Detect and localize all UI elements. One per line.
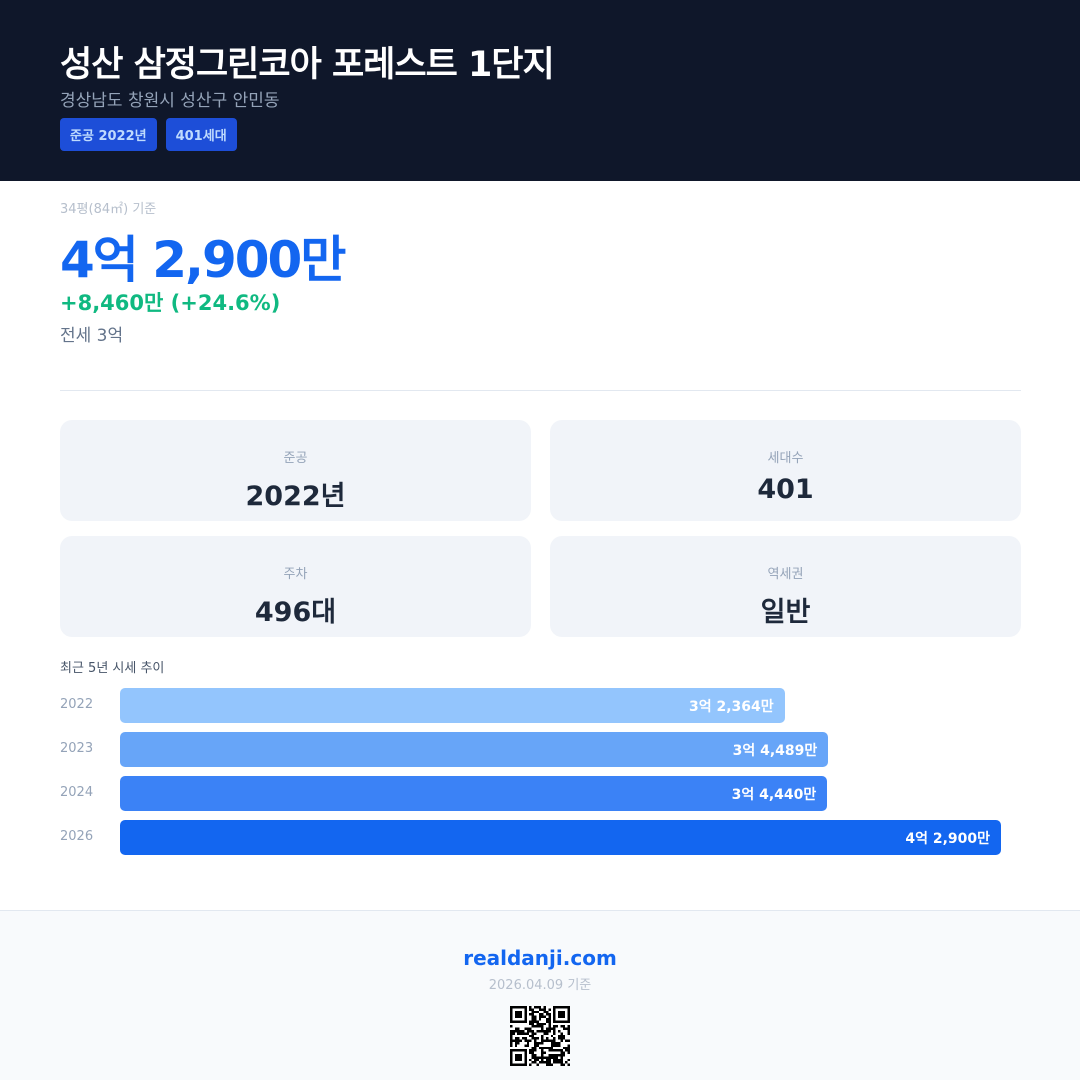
bar: 3억 4,489만 <box>120 732 829 767</box>
site-link[interactable]: realdanji.com <box>463 946 617 970</box>
bar-row: 2023 3억 4,489만 <box>60 732 1020 767</box>
badge-households: 401세대 <box>165 118 237 151</box>
qr-code-icon <box>510 1006 570 1066</box>
bar-label: 3억 2,364만 <box>688 699 774 715</box>
bar-year: 2026 <box>60 829 94 844</box>
bar-row: 2026 4억 2,900만 <box>60 820 1020 855</box>
header: 성산 삼정그린코아 포레스트 1단지 경상남도 창원시 성산구 안민동 준공 2… <box>0 0 1080 181</box>
bar-label: 3억 4,440만 <box>731 787 817 803</box>
card-built: 준공 2022년 <box>60 420 531 521</box>
footer: realdanji.com 2026.04.09 기준 <box>0 910 1080 1080</box>
divider <box>60 390 1021 391</box>
card-value: 2022년 <box>245 481 346 512</box>
card-households: 세대수 401 <box>550 420 1021 521</box>
bar: 3억 2,364만 <box>120 688 785 723</box>
price-change: +8,460만 (+24.6%) <box>60 291 281 315</box>
card-value: 401 <box>757 474 814 505</box>
price-value: 4억 2,900만 <box>60 231 346 289</box>
card-value: 일반 <box>760 597 811 628</box>
price-basis: 34평(84㎡) 기준 <box>60 202 157 217</box>
bar-label: 4억 2,900만 <box>905 831 990 847</box>
bar-label: 3억 4,489만 <box>732 743 818 759</box>
bar-year: 2022 <box>60 697 94 712</box>
card-label: 세대수 <box>767 451 804 466</box>
address: 경상남도 창원시 성산구 안민동 <box>60 91 280 111</box>
badge-built-year: 준공 2022년 <box>60 118 157 151</box>
complex-title: 성산 삼정그린코아 포레스트 1단지 <box>60 45 555 85</box>
card-parking: 주차 496대 <box>60 536 531 637</box>
bar: 4억 2,900만 <box>120 820 1001 855</box>
bar-row: 2024 3억 4,440만 <box>60 776 1020 811</box>
card-label: 준공 <box>283 451 308 466</box>
data-date: 2026.04.09 기준 <box>488 978 592 993</box>
bar-year: 2024 <box>60 785 94 800</box>
card-label: 역세권 <box>767 567 804 582</box>
bar-row: 2022 3억 2,364만 <box>60 688 1020 723</box>
jeonse-price: 전세 3억 <box>60 326 124 346</box>
card-value: 496대 <box>254 597 337 628</box>
chart-title: 최근 5년 시세 추이 <box>60 661 165 676</box>
card-label: 주차 <box>283 567 308 582</box>
bar-year: 2023 <box>60 741 94 756</box>
bar: 3억 4,440만 <box>120 776 828 811</box>
